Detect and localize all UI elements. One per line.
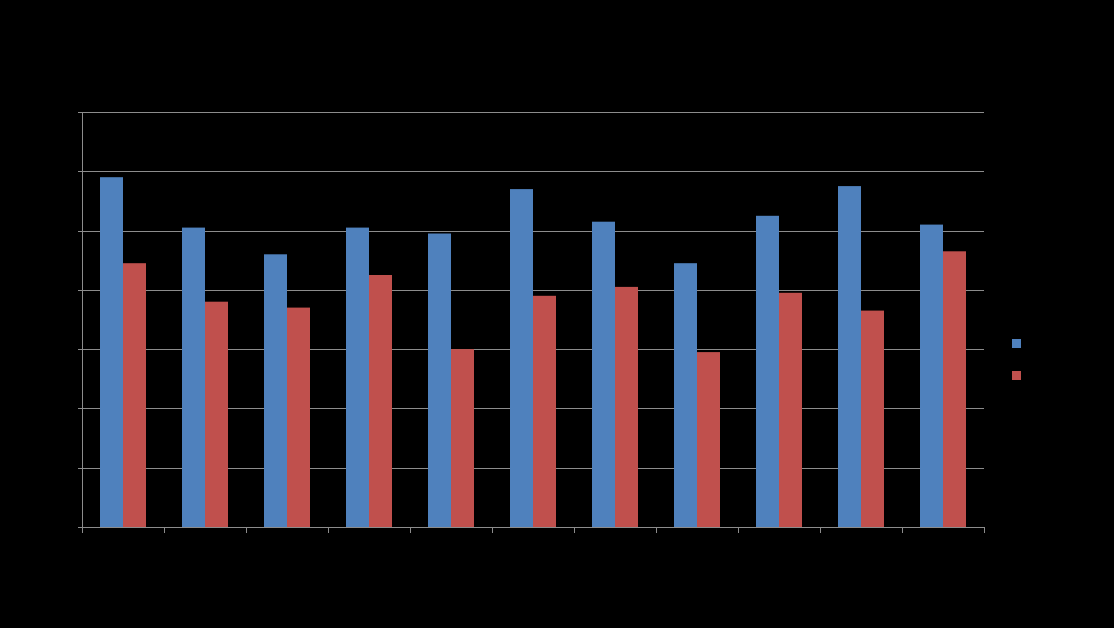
bar-series1-5 bbox=[428, 233, 451, 527]
bar-series2-8 bbox=[697, 352, 720, 527]
bar-series1-3 bbox=[264, 254, 287, 528]
bar-series2-4 bbox=[369, 275, 392, 527]
bar-series2-7 bbox=[615, 286, 638, 527]
bar-series2-10 bbox=[861, 310, 884, 527]
bar-series1-4 bbox=[346, 227, 369, 527]
bar-series1-1 bbox=[100, 177, 123, 527]
bar-series2-2 bbox=[205, 301, 228, 527]
bar-series2-9 bbox=[779, 292, 802, 527]
bar-series2-6 bbox=[533, 295, 556, 527]
bar-series2-5 bbox=[451, 349, 474, 527]
axes bbox=[78, 112, 985, 533]
bar-series1-2 bbox=[182, 227, 205, 527]
bar-series1-7 bbox=[592, 221, 615, 527]
bar-series2-11 bbox=[943, 251, 966, 528]
bar-series1-8 bbox=[674, 263, 697, 527]
bars bbox=[100, 177, 966, 528]
bar-series2-1 bbox=[123, 263, 146, 527]
bar-series1-6 bbox=[510, 189, 533, 527]
legend-marker-series1 bbox=[1012, 339, 1021, 348]
bar-series1-9 bbox=[756, 215, 779, 528]
bar-series1-11 bbox=[920, 224, 943, 527]
legend-marker-series2 bbox=[1012, 371, 1021, 380]
bar-series1-10 bbox=[838, 186, 861, 527]
bar-series2-3 bbox=[287, 307, 310, 527]
legend bbox=[1012, 339, 1021, 380]
